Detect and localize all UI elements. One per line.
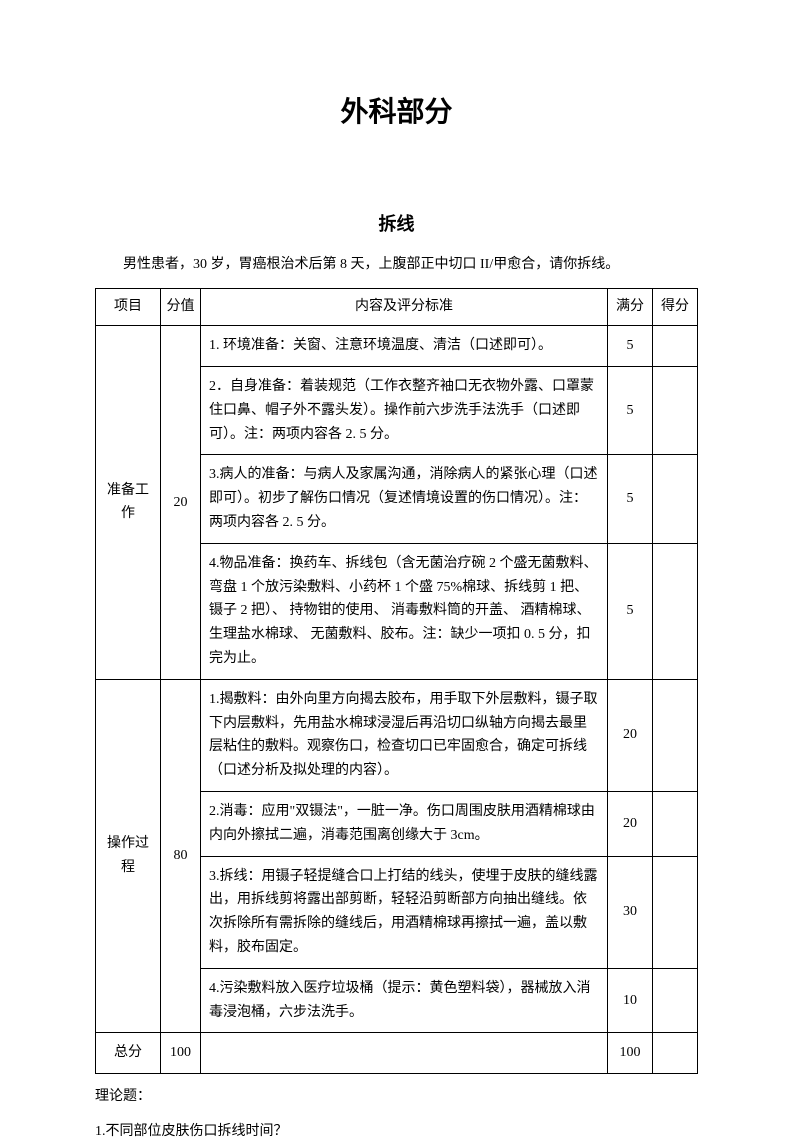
header-got: 得分	[653, 289, 698, 326]
full-cell: 10	[608, 968, 653, 1033]
got-cell	[653, 326, 698, 367]
content-cell: 4.污染敷料放入医疗垃圾桶（提示：黄色塑料袋），器械放入消毒浸泡桶，六步法洗手。	[201, 968, 608, 1033]
section-score-cell: 80	[161, 679, 201, 1033]
full-cell: 5	[608, 366, 653, 454]
content-cell: 2．自身准备：着装规范（工作衣整齐袖口无衣物外露、口罩蒙住口鼻、帽子外不露头发）…	[201, 366, 608, 454]
full-cell: 20	[608, 791, 653, 856]
got-cell	[653, 856, 698, 968]
table-row: 操作过程 80 1.揭敷料：由外向里方向揭去胶布，用手取下外层敷料，镊子取下内层…	[96, 679, 698, 791]
content-cell: 2.消毒：应用"双镊法"，一脏一净。伤口周围皮肤用酒精棉球由内向外擦拭二遍，消毒…	[201, 791, 608, 856]
main-title: 外科部分	[95, 90, 698, 130]
got-cell	[653, 455, 698, 543]
got-cell	[653, 366, 698, 454]
table-row: 准备工作 20 1. 环境准备：关窗、注意环境温度、清洁（口述即可）。 5	[96, 326, 698, 367]
sub-title: 拆线	[95, 210, 698, 236]
got-cell	[653, 791, 698, 856]
full-cell: 30	[608, 856, 653, 968]
content-cell: 1. 环境准备：关窗、注意环境温度、清洁（口述即可）。	[201, 326, 608, 367]
total-content-cell	[201, 1033, 608, 1074]
scoring-table: 项目 分值 内容及评分标准 满分 得分 准备工作 20 1. 环境准备：关窗、注…	[95, 288, 698, 1074]
total-score-cell: 100	[161, 1033, 201, 1074]
case-description: 男性患者，30 岁，胃癌根治术后第 8 天，上腹部正中切口 II/甲愈合，请你拆…	[95, 254, 698, 276]
full-cell: 5	[608, 543, 653, 679]
full-cell: 5	[608, 326, 653, 367]
got-cell	[653, 679, 698, 791]
full-cell: 20	[608, 679, 653, 791]
section-score-cell: 20	[161, 326, 201, 680]
table-header-row: 项目 分值 内容及评分标准 满分 得分	[96, 289, 698, 326]
section-item-cell: 操作过程	[96, 679, 161, 1033]
content-cell: 1.揭敷料：由外向里方向揭去胶布，用手取下外层敷料，镊子取下内层敷料，先用盐水棉…	[201, 679, 608, 791]
header-full: 满分	[608, 289, 653, 326]
got-cell	[653, 968, 698, 1033]
header-item: 项目	[96, 289, 161, 326]
section-item-cell: 准备工作	[96, 326, 161, 680]
total-got-cell	[653, 1033, 698, 1074]
content-cell: 3.病人的准备：与病人及家属沟通，消除病人的紧张心理（口述即可）。初步了解伤口情…	[201, 455, 608, 543]
content-cell: 3.拆线：用镊子轻提缝合口上打结的线头，使埋于皮肤的缝线露出，用拆线剪将露出部剪…	[201, 856, 608, 968]
total-row: 总分 100 100	[96, 1033, 698, 1074]
header-content: 内容及评分标准	[201, 289, 608, 326]
header-score: 分值	[161, 289, 201, 326]
total-item-cell: 总分	[96, 1033, 161, 1074]
content-cell: 4.物品准备：换药车、拆线包（含无菌治疗碗 2 个盛无菌敷料、弯盘 1 个放污染…	[201, 543, 608, 679]
theory-question-1: 1.不同部位皮肤伤口拆线时间？	[95, 1119, 698, 1144]
got-cell	[653, 543, 698, 679]
full-cell: 5	[608, 455, 653, 543]
total-full-cell: 100	[608, 1033, 653, 1074]
theory-label: 理论题：	[95, 1084, 698, 1109]
